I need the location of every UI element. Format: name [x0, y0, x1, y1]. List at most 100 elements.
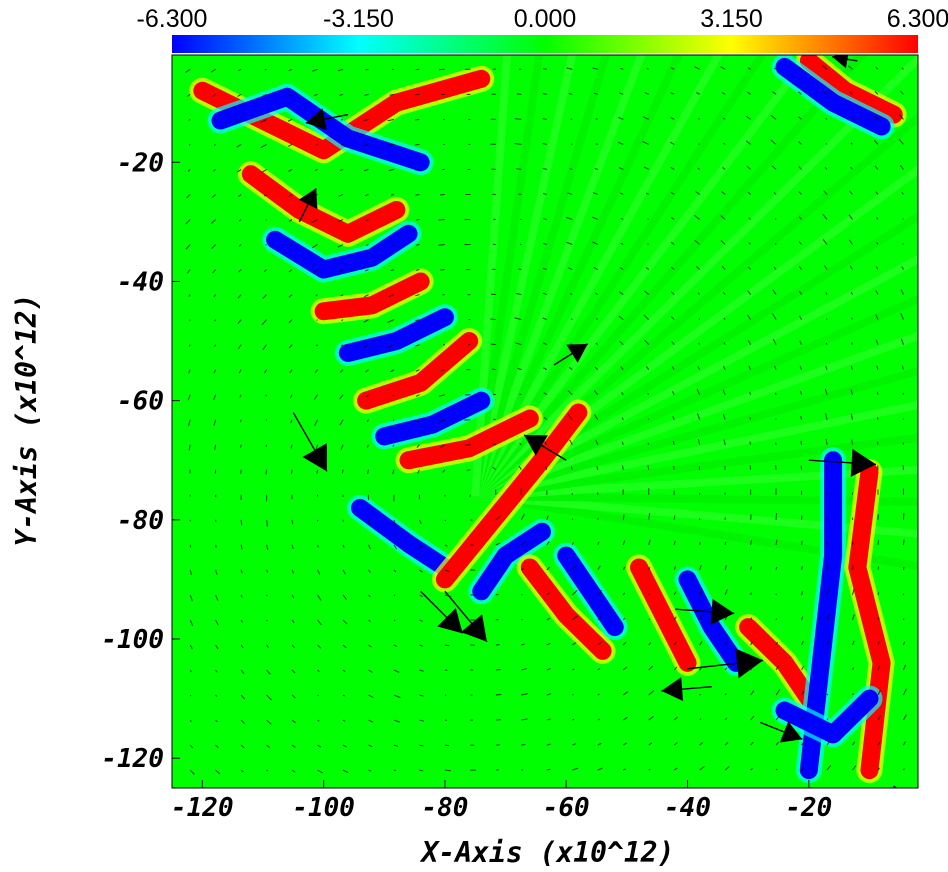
vector-arrow-small [288, 294, 293, 298]
vector-arrow-small [670, 116, 675, 120]
vector-arrow-small [750, 715, 755, 721]
vector-arrow-small [724, 717, 728, 721]
value-band [630, 558, 697, 672]
x-tick-label: -100 [292, 793, 355, 823]
vector-arrow-small [315, 444, 319, 451]
vector-arrow-small [266, 619, 268, 622]
value-band [775, 689, 879, 744]
vector-arrow-small [387, 143, 395, 147]
vector-arrow-small [724, 741, 729, 746]
colorbar-tick-label: -3.150 [323, 5, 394, 33]
vector-arrow-small [622, 642, 627, 646]
vector-arrow-small [514, 118, 522, 120]
vector-arrow-small [801, 666, 804, 671]
vector-arrow-small [876, 391, 879, 395]
vector-arrow-small [186, 93, 191, 97]
vector-arrow-small [392, 419, 395, 421]
vector-arrow-small [825, 342, 828, 345]
vector-arrow-small [363, 143, 369, 147]
vector-arrow-small [187, 394, 191, 401]
vector-arrow-small [240, 719, 246, 725]
vector-arrow-small [419, 719, 424, 722]
vector-arrow-small [215, 769, 221, 775]
vector-arrow-small [798, 91, 802, 95]
vector-arrow-small [875, 339, 879, 345]
vector-arrow-small [444, 519, 447, 522]
vector-arrow-small [850, 166, 853, 170]
vector-arrow-small [648, 690, 655, 696]
vector-arrow-small [366, 444, 369, 448]
vector-arrow-small [775, 689, 781, 696]
vector-arrow-small [747, 266, 751, 270]
vector-arrow-small [520, 418, 522, 421]
vector-arrow-small [341, 319, 344, 322]
value-band [399, 409, 539, 470]
vector-arrow-small [266, 769, 269, 772]
vector-arrow-small [566, 67, 573, 70]
vector-arrow-small [673, 767, 678, 771]
vector-arrow-small [339, 419, 344, 426]
vector-arrow-small [648, 715, 654, 721]
vector-arrow-small [291, 719, 296, 724]
value-band [799, 55, 903, 124]
vector-arrow-small [697, 167, 700, 170]
vector-arrow-small [642, 140, 649, 145]
vector-arrow-small [642, 116, 649, 120]
vector-arrow-small [750, 741, 754, 746]
vector-arrow-small [518, 268, 522, 271]
vector-arrow-small [595, 342, 599, 346]
vector-arrow-small [619, 340, 624, 345]
vector-arrow-small [902, 218, 904, 220]
vector-arrow-small [572, 743, 577, 746]
vector-arrow-small [316, 469, 319, 474]
vector-arrow-small [185, 219, 191, 225]
value-band [472, 522, 551, 601]
vector-arrow-small [698, 318, 701, 320]
vector-arrow-small [570, 318, 573, 321]
vector-arrow-small [746, 115, 751, 120]
x-axis-title: X-Axis (x10^12) [420, 836, 675, 869]
vector-arrow-small [291, 619, 295, 624]
vector-arrow-small [542, 118, 547, 120]
vector-arrow-small [877, 715, 881, 721]
vector-arrow-small [826, 741, 830, 746]
vector-arrow-small [515, 168, 522, 170]
field-ray [474, 492, 918, 538]
vector-arrow-small [877, 592, 880, 596]
vector-arrow-small [340, 444, 344, 450]
vector-arrow-small [673, 591, 677, 596]
vector-arrow-small [390, 269, 395, 272]
vector-arrow-small [419, 569, 423, 573]
field-ray [473, 331, 918, 500]
field-ray [473, 254, 918, 500]
vector-arrow-small [393, 769, 396, 772]
vector-arrow-small [311, 244, 318, 249]
vector-arrow-small [368, 719, 374, 723]
vector-arrow-small [900, 90, 904, 95]
vector-arrow-small [542, 267, 547, 271]
vector-arrow-small [415, 218, 420, 221]
vector-arrow-small [772, 91, 777, 95]
vector-arrow-small [444, 569, 450, 573]
vector-arrow-small [188, 344, 191, 347]
vector-arrow-small [850, 291, 853, 295]
vector-arrow-small [439, 444, 446, 449]
vector-arrow-small [595, 118, 598, 120]
vector-arrow-small [238, 269, 242, 273]
vector-arrow-small [493, 418, 497, 421]
x-tick-label: -60 [543, 793, 590, 823]
vector-arrow-small [214, 344, 217, 347]
vector-arrow-small [877, 741, 881, 746]
vector-arrow-small [393, 519, 397, 527]
vector-arrow-small [770, 114, 777, 120]
vector-arrow-small [288, 93, 293, 97]
vector-arrow-small [415, 93, 420, 96]
vector-arrow-small [419, 744, 424, 747]
vector-arrow-small [749, 391, 752, 395]
vector-arrow-small [619, 192, 624, 195]
vector-arrow-small [592, 67, 598, 70]
x-axis-ticks: -120 -100 -80 -60 -40 -20 [171, 780, 832, 823]
vector-arrow-small [826, 693, 829, 696]
vector-arrow-small [622, 742, 627, 746]
vector-arrow-small [314, 93, 318, 97]
